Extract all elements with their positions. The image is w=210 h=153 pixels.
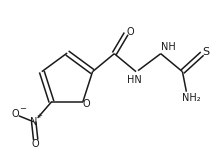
Text: O: O [32,139,39,149]
Text: −: − [19,104,26,113]
Text: HN: HN [127,75,141,85]
Text: S: S [203,47,210,57]
Text: NH₂: NH₂ [182,93,201,103]
Text: NH: NH [161,42,176,52]
Text: O: O [83,99,91,109]
Text: O: O [126,27,134,37]
Text: +: + [37,113,43,119]
Text: N: N [30,117,37,127]
Text: O: O [11,109,19,119]
